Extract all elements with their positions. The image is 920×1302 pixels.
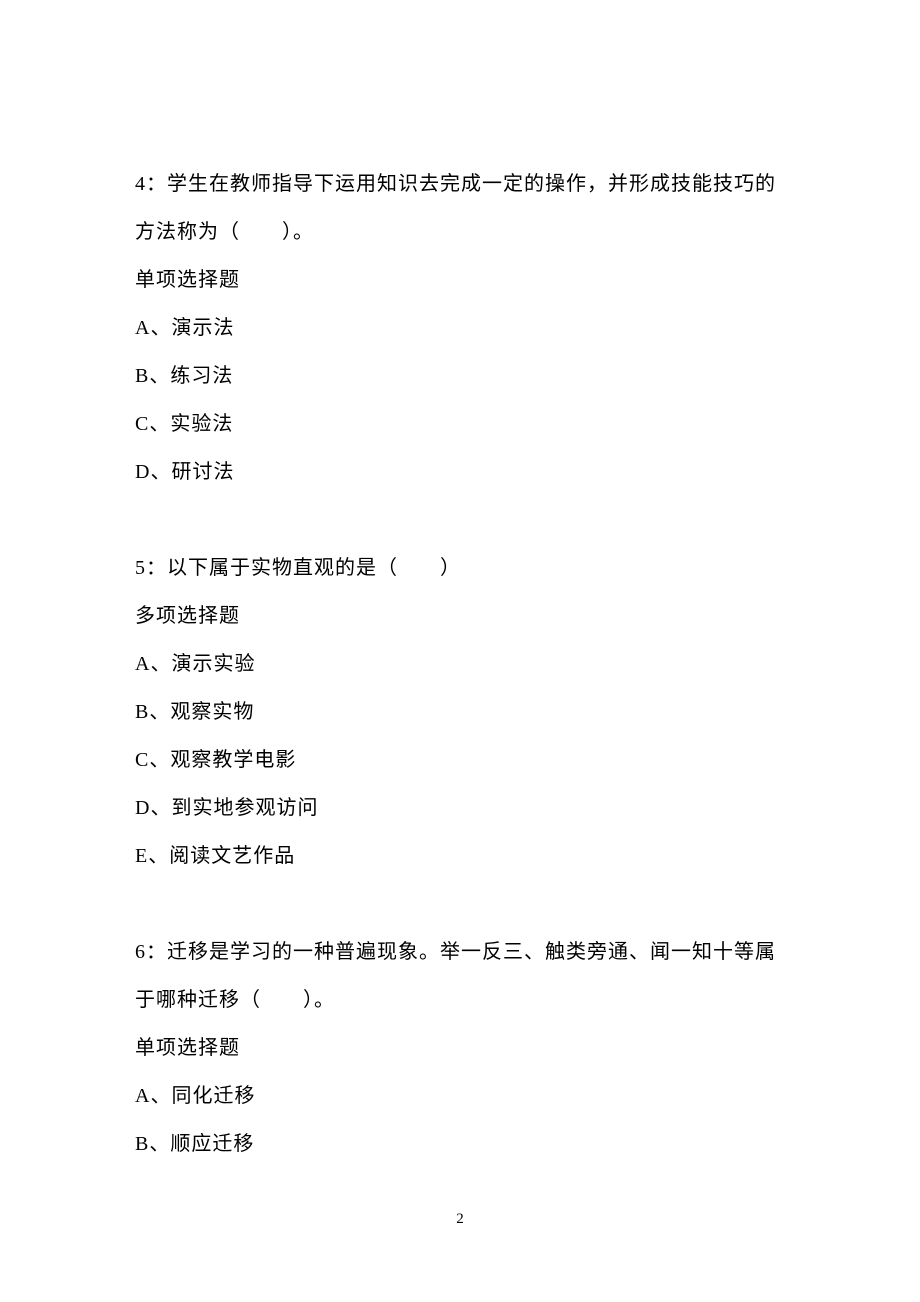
question-type-label: 单项选择题 (135, 256, 785, 304)
question-type-label: 单项选择题 (135, 1024, 785, 1072)
question-type-label: 多项选择题 (135, 592, 785, 640)
option-c: C、实验法 (135, 400, 785, 448)
option-a: A、演示实验 (135, 640, 785, 688)
question-5: 5：以下属于实物直观的是（ ） 多项选择题 A、演示实验 B、观察实物 C、观察… (135, 544, 785, 880)
option-b: B、顺应迁移 (135, 1120, 785, 1168)
option-d: D、研讨法 (135, 448, 785, 496)
option-d: D、到实地参观访问 (135, 784, 785, 832)
question-stem: 5：以下属于实物直观的是（ ） (135, 557, 461, 579)
option-b: B、练习法 (135, 352, 785, 400)
question-4: 4：学生在教师指导下运用知识去完成一定的操作，并形成技能技巧的方法称为（ ）。 … (135, 160, 785, 496)
page-number: 2 (0, 1211, 920, 1228)
question-stem: 4：学生在教师指导下运用知识去完成一定的操作，并形成技能技巧的方法称为（ ）。 (135, 173, 776, 243)
option-c: C、观察教学电影 (135, 736, 785, 784)
page-content: 4：学生在教师指导下运用知识去完成一定的操作，并形成技能技巧的方法称为（ ）。 … (0, 0, 920, 1168)
question-6: 6：迁移是学习的一种普遍现象。举一反三、触类旁通、闻一知十等属于哪种迁移（ ）。… (135, 928, 785, 1168)
option-a: A、演示法 (135, 304, 785, 352)
option-a: A、同化迁移 (135, 1072, 785, 1120)
option-b: B、观察实物 (135, 688, 785, 736)
question-stem: 6：迁移是学习的一种普遍现象。举一反三、触类旁通、闻一知十等属于哪种迁移（ ）。 (135, 941, 776, 1011)
option-e: E、阅读文艺作品 (135, 832, 785, 880)
